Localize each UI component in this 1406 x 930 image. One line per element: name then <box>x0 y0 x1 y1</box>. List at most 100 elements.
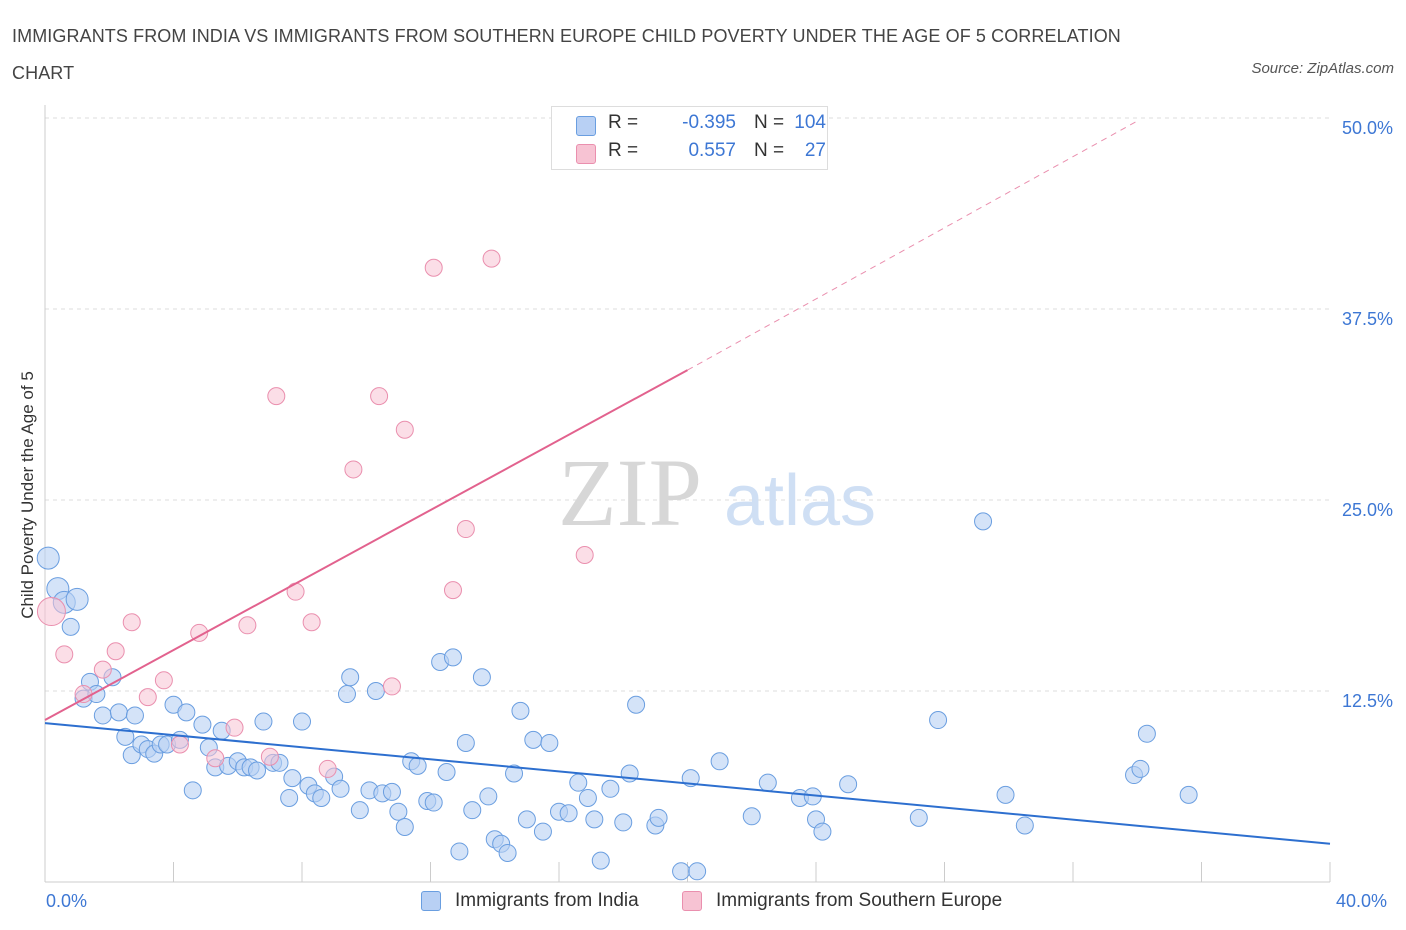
data-point-india <box>183 781 202 800</box>
data-point-india <box>341 668 360 687</box>
data-point-india <box>578 788 597 807</box>
data-point-india <box>366 682 385 700</box>
data-point-india <box>36 546 60 570</box>
y-tick-labels: 12.5% 25.0% 37.5% 50.0% <box>1342 118 1393 711</box>
axes <box>44 105 1331 883</box>
data-point-southern-europe <box>482 249 501 268</box>
data-point-india <box>498 843 517 862</box>
data-point-india <box>627 695 646 714</box>
y-tick-label: 25.0% <box>1342 500 1393 520</box>
data-point-india <box>614 813 633 832</box>
data-point-india <box>1179 785 1198 804</box>
data-point-southern-europe <box>170 735 189 754</box>
data-point-india <box>193 715 212 734</box>
data-point-southern-europe <box>302 613 321 632</box>
legend-swatch-india <box>576 116 596 136</box>
data-point-india <box>248 761 267 780</box>
data-point-india <box>456 733 475 752</box>
data-point-india <box>710 752 729 771</box>
data-point-india <box>601 779 620 798</box>
watermark: ZIP atlas <box>558 439 876 546</box>
legend-r-label: R = <box>608 112 639 133</box>
legend-swatch-southern-europe <box>576 144 596 164</box>
y-tick-label: 12.5% <box>1342 691 1393 711</box>
trend-line-india <box>44 722 1331 845</box>
trend-lines <box>44 120 1331 845</box>
data-point-southern-europe <box>106 642 125 661</box>
data-point-india <box>505 764 524 783</box>
data-point-india <box>254 712 273 731</box>
data-point-southern-europe <box>55 645 74 664</box>
data-point-southern-europe <box>424 258 443 277</box>
data-point-india <box>395 817 414 836</box>
grid-lines <box>45 117 1330 692</box>
bottom-legend-swatch-southern-europe <box>682 891 702 911</box>
data-point-india <box>929 711 948 730</box>
trend-line-southern-europe <box>44 369 688 721</box>
data-point-india <box>1015 816 1034 835</box>
data-point-india <box>688 862 707 881</box>
data-point-india <box>1131 759 1150 778</box>
data-point-india <box>280 788 299 807</box>
data-point-india <box>591 851 610 870</box>
watermark-atlas: atlas <box>724 461 876 541</box>
data-point-india <box>177 703 196 722</box>
data-point-southern-europe <box>36 597 66 627</box>
data-point-india <box>389 802 408 821</box>
watermark-zip: ZIP <box>558 439 702 546</box>
data-point-southern-europe <box>122 613 141 632</box>
data-point-india <box>533 822 552 841</box>
legend-n-label: N = <box>754 112 785 133</box>
data-point-southern-europe <box>154 671 173 690</box>
data-point-india <box>437 762 456 781</box>
data-point-southern-europe <box>206 749 225 768</box>
data-point-india <box>116 727 135 746</box>
data-point-india <box>424 793 443 812</box>
data-point-southern-europe <box>267 387 286 406</box>
legend-n-label: N = <box>754 140 785 161</box>
legend-n-value: 104 <box>794 112 826 133</box>
y-tick-label: 37.5% <box>1342 309 1393 329</box>
data-point-southern-europe <box>93 660 112 679</box>
data-point-southern-europe <box>260 747 279 766</box>
data-point-india <box>283 769 302 788</box>
data-point-india <box>463 801 482 820</box>
data-point-india <box>472 668 491 687</box>
data-point-southern-europe <box>395 420 414 439</box>
legend-r-value: -0.395 <box>682 112 736 133</box>
data-point-india <box>540 733 559 752</box>
data-point-southern-europe <box>238 616 257 635</box>
data-point-india <box>109 703 128 722</box>
data-point-india <box>1137 724 1156 743</box>
series-southern-europe-points <box>36 249 594 778</box>
x-tick-label-max: 40.0% <box>1336 891 1388 911</box>
data-point-india <box>125 706 144 725</box>
data-point-india <box>839 775 858 794</box>
data-point-india <box>331 779 350 798</box>
bottom-legend-label-southern-europe: Immigrants from Southern Europe <box>716 890 1003 911</box>
y-tick-label: 50.0% <box>1342 118 1393 138</box>
trend-line-southern-europe-extension <box>687 120 1138 371</box>
data-point-india <box>93 706 112 725</box>
stats-legend: R = -0.395 N = 104 R = 0.557 N = 27 <box>551 106 828 170</box>
legend-n-value: 27 <box>804 140 826 161</box>
series-india-points <box>36 512 1198 881</box>
bottom-legend-label-india: Immigrants from India <box>455 890 639 911</box>
data-point-india <box>813 822 832 841</box>
data-point-southern-europe <box>190 623 209 642</box>
data-point-india <box>408 756 427 775</box>
data-point-southern-europe <box>344 460 363 479</box>
data-point-india <box>758 773 777 792</box>
legend-r-value: 0.557 <box>688 140 736 161</box>
data-point-india <box>61 617 80 636</box>
data-point-southern-europe <box>575 546 594 565</box>
bottom-legend-swatch-india <box>421 891 441 911</box>
data-point-india <box>742 807 761 826</box>
data-point-india <box>293 712 311 731</box>
data-point-india <box>672 862 691 881</box>
data-point-india <box>585 810 604 829</box>
data-point-india <box>479 787 498 806</box>
data-point-india <box>569 773 588 792</box>
data-point-india <box>350 801 369 820</box>
data-point-southern-europe <box>456 520 475 539</box>
